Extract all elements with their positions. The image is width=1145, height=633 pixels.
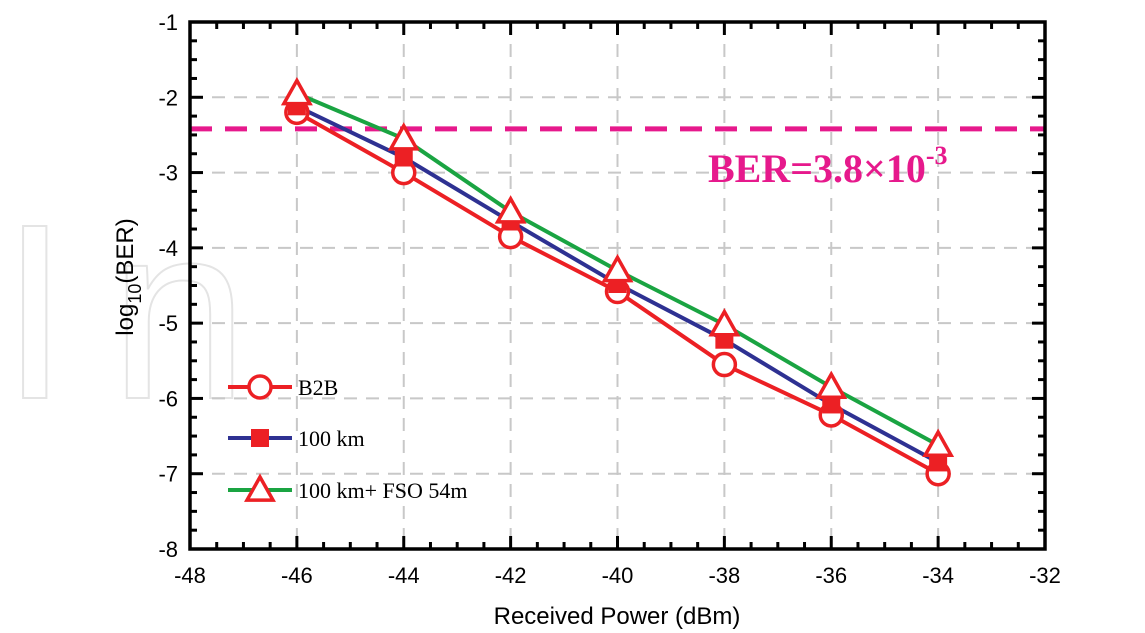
legend-label: B2B	[298, 375, 338, 400]
y-tick-label: -1	[158, 10, 178, 35]
y-tick-label: -2	[158, 85, 178, 110]
x-tick-label: -34	[922, 563, 954, 588]
y-axis-title-rest: (BER)	[112, 218, 139, 283]
data-point	[922, 428, 955, 457]
tick-labels: -48 -46 -44 -42 -40 -38 -36 -34 -32 -8 -7 -6 -5 -4 -3 -…	[158, 10, 1060, 588]
legend-swatch-marker	[247, 374, 273, 400]
x-tick-label: -42	[495, 563, 527, 588]
y-tick-label: -5	[158, 311, 178, 336]
legend-label: 100 km+ FSO 54m	[298, 478, 468, 503]
y-tick-label: -7	[158, 462, 178, 487]
legend: B2B 100 km 100 km+ FSO 54m	[228, 374, 468, 503]
legend-swatch-marker	[251, 429, 269, 447]
y-tick-label: -8	[158, 537, 178, 562]
ber-threshold-label-exponent: -3	[926, 141, 948, 170]
y-tick-label: -4	[158, 236, 178, 261]
data-point	[708, 308, 741, 337]
data-point	[387, 122, 420, 151]
legend-label: 100 km	[298, 426, 365, 451]
ber-threshold-label-main: BER=3.8×10	[708, 146, 926, 191]
data-point	[815, 370, 848, 400]
x-tick-label: -32	[1029, 563, 1061, 588]
x-tick-label: -46	[281, 563, 313, 588]
data-point	[711, 351, 738, 378]
y-tick-label: -6	[158, 386, 178, 411]
grid-lines	[190, 22, 1045, 549]
ber-threshold-label: BER=3.8×10-3	[708, 141, 948, 191]
x-tick-label: -40	[602, 563, 634, 588]
legend-swatch-marker	[244, 473, 276, 502]
y-axis-title-base: log	[112, 304, 139, 336]
x-tick-label: -44	[388, 563, 420, 588]
x-tick-label: -48	[174, 563, 206, 588]
series-layer	[280, 76, 955, 487]
y-axis-title: log10(BER)	[112, 218, 145, 335]
x-tick-label: -36	[815, 563, 847, 588]
axis-ticks	[188, 20, 1047, 551]
data-point	[601, 253, 634, 283]
data-point	[494, 195, 527, 224]
y-axis-title-subscript: 10	[125, 284, 145, 304]
data-point	[280, 76, 313, 106]
x-tick-label: -38	[708, 563, 740, 588]
x-axis-title: Received Power (dBm)	[494, 603, 741, 630]
data-point	[822, 395, 841, 414]
data-point	[929, 453, 948, 472]
watermark-text: In	[0, 172, 289, 451]
data-point	[394, 148, 413, 167]
y-tick-label: -3	[158, 161, 178, 186]
